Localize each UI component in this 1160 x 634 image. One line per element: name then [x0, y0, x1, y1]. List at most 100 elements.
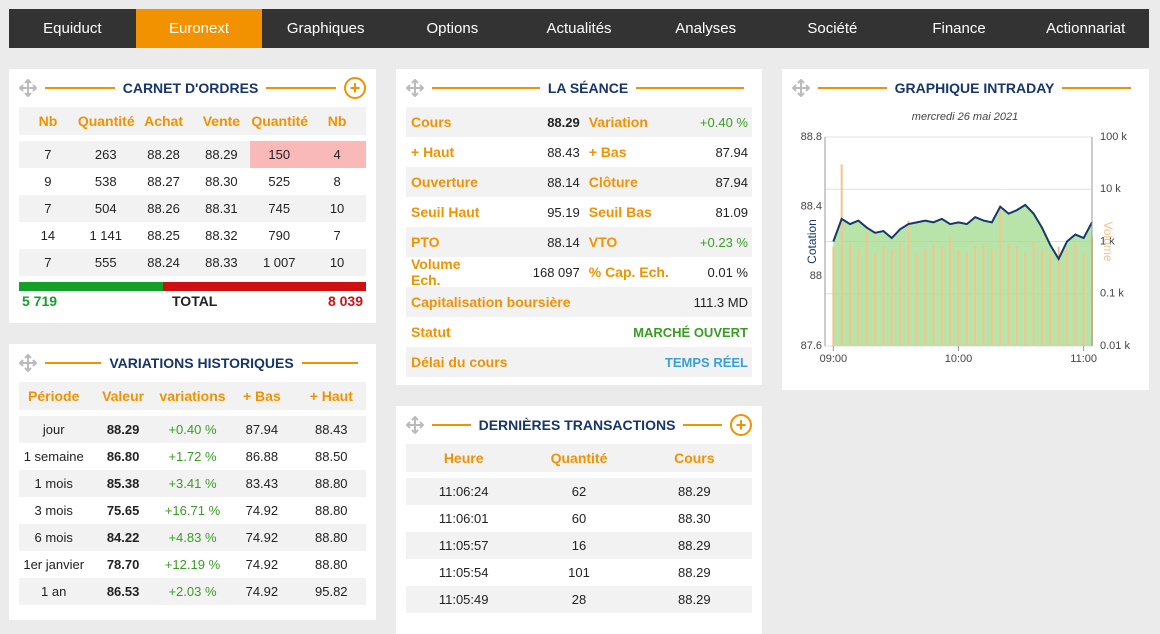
cell: 88.80 — [315, 557, 348, 572]
cell: +4.83 % — [157, 524, 228, 551]
nav-item[interactable]: Société — [807, 20, 858, 37]
move-icon[interactable] — [19, 79, 37, 97]
cell: 74.92 — [245, 503, 279, 518]
cell: 88.43 — [296, 413, 366, 443]
move-icon[interactable] — [19, 354, 37, 372]
volume-bar — [982, 243, 985, 346]
price-line — [832, 203, 1093, 262]
column-header: Cours — [636, 444, 752, 478]
nav-item[interactable]: Analyses — [675, 20, 737, 37]
nav-item[interactable]: Graphiques — [286, 20, 365, 37]
info-label: VTO — [588, 234, 618, 250]
row: 3 mois 75.65 +16.71 % 74.92 88.80 — [19, 497, 366, 524]
cell: 88.29 — [636, 475, 752, 505]
row: 7 555 88.24 88.33 1 007 10 — [19, 249, 366, 276]
cell: 95.82 — [296, 578, 366, 605]
card-head: VARIATIONS HISTORIQUES — [9, 344, 376, 382]
row: 11:05:57 16 88.29 — [406, 532, 752, 559]
column-header: Quantité — [250, 107, 309, 141]
row: 1er janvier 78.70 +12.19 % 74.92 88.80 — [19, 551, 366, 578]
cell: 88.31 — [192, 195, 251, 222]
cell: 1 an — [19, 578, 89, 605]
cell: 790 — [268, 228, 291, 243]
move-icon[interactable] — [406, 79, 424, 97]
cell: 3 mois — [34, 503, 73, 518]
cell: 1 mois — [19, 470, 89, 497]
cell: 14 — [40, 228, 56, 243]
total-buy: 5 719 — [22, 293, 58, 309]
info-value: TEMPS RÉEL — [664, 354, 748, 370]
info-label: + Bas — [588, 144, 627, 160]
cell: +12.19 % — [164, 557, 221, 572]
cell: 88.26 — [134, 195, 193, 222]
cell: 11:05:54 — [438, 565, 489, 580]
header-row: Période Valeur variations + Bas + Haut — [19, 382, 366, 416]
info-value: 88.14 — [547, 174, 580, 190]
cell: +3.41 % — [157, 470, 228, 497]
info-value: 95.19 — [547, 204, 580, 220]
cell: 86.80 — [106, 449, 140, 464]
info-value: 88.43 — [547, 144, 580, 160]
table-head: Période Valeur variations + Bas + Haut — [19, 382, 366, 416]
trades-card: DERNIÈRES TRANSACTIONS + Heure Quantité Cou… — [396, 406, 762, 634]
info-row: Cours 88.29 Variation +0.40 % — [406, 107, 752, 137]
table: Période Valeur variations + Bas + Haut jour 88… — [19, 382, 366, 605]
volume-bar — [965, 253, 968, 346]
cell: 150 — [250, 138, 309, 168]
volume-bar — [874, 253, 877, 346]
add-button[interactable]: + — [730, 414, 753, 436]
cell: 60 — [571, 511, 587, 526]
column-header: Période — [19, 382, 89, 416]
chart-subtitle: mercredi 26 mai 2021 — [912, 111, 1018, 123]
move-icon[interactable] — [792, 79, 810, 97]
order-book-card: CARNET D'ORDRES + Nb Quantité Achat Vente Qua… — [9, 69, 376, 323]
x-tick-label: 10:00 — [945, 353, 973, 365]
cell: +16.71 % — [164, 503, 221, 518]
card-title: CARNET D'ORDRES — [122, 80, 259, 96]
volume-bar — [957, 249, 960, 346]
row: 11:06:24 62 88.29 — [406, 475, 752, 505]
row: 1 an 86.53 +2.03 % 74.92 95.82 — [19, 578, 366, 605]
table-body: jour 88.29 +0.40 % 87.94 88.43 1 semaine 86.80… — [19, 413, 366, 605]
info-row: + Haut 88.43 + Bas 87.94 — [406, 137, 752, 167]
cell: 88.29 — [192, 138, 251, 168]
cell: 88.30 — [678, 511, 711, 526]
info-label: Variation — [588, 114, 648, 130]
nav-item[interactable]: Equiduct — [43, 20, 102, 37]
cell: 16 — [521, 532, 637, 559]
nav-item[interactable]: Finance — [932, 20, 986, 37]
card-title: LA SÉANCE — [547, 80, 629, 96]
cell: 78.70 — [106, 557, 140, 572]
nav-item[interactable]: Options — [426, 20, 479, 37]
table-head: Nb Quantité Achat Vente Quantité Nb — [19, 107, 366, 141]
column-header: Achat — [134, 107, 193, 141]
y2-axis-label: Volume — [1101, 221, 1115, 261]
cell: 1er janvier — [23, 557, 85, 572]
nav-item[interactable]: Actionnariat — [1046, 20, 1126, 37]
table-body: 7 263 88.28 88.29 150 4 9 538 88.27 88.30 525 8 7 504… — [19, 138, 366, 276]
add-button[interactable]: + — [344, 77, 366, 99]
volume-bar — [907, 220, 910, 346]
cell: 88.25 — [147, 228, 180, 243]
nav-item[interactable]: Euronext — [135, 9, 263, 48]
info-row: Capitalisation boursière 111.3 MD — [406, 287, 752, 317]
move-icon[interactable] — [406, 416, 424, 434]
cell: 7 — [19, 138, 77, 168]
cell: 88.80 — [296, 524, 366, 551]
column-header: Quantité — [76, 107, 135, 141]
cell: 83.43 — [227, 470, 297, 497]
cell: 8 — [333, 174, 341, 189]
volume-bar — [1049, 253, 1052, 346]
info-label: Délai du cours — [411, 354, 508, 370]
cell: 11:05:49 — [406, 586, 522, 613]
info-label: Seuil Haut — [411, 204, 480, 220]
header-row: Heure Quantité Cours — [406, 444, 752, 478]
volume-bar — [840, 164, 843, 346]
nav-item[interactable]: Actualités — [546, 20, 612, 37]
cell: +0.40 % — [157, 413, 228, 443]
volume-bar — [999, 210, 1002, 346]
info-label: Seuil Bas — [588, 204, 652, 220]
info-value: 111.3 MD — [693, 294, 748, 310]
cell: 11:06:24 — [406, 475, 522, 505]
